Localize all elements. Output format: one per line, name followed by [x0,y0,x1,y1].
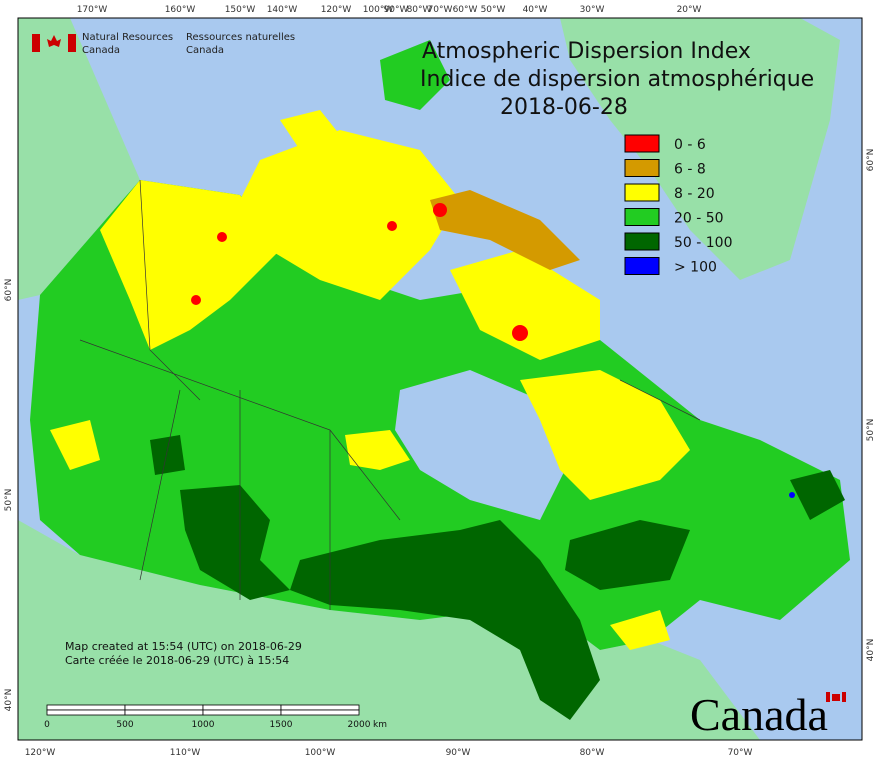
zone-yellow [50,420,100,470]
wordmark: Canada [690,689,828,740]
zone-red [217,232,227,242]
graticule-label: 60°N [866,149,876,172]
org-fr: Ressources naturelles [186,32,295,43]
alaska [18,18,140,300]
title: Atmospheric Dispersion Index [422,39,751,64]
frame [17,17,863,741]
scale-segment [46,704,126,711]
legend-swatch [624,208,660,226]
scale-segment [280,709,360,716]
zone-yellow [610,610,670,650]
legend-label: 6 - 8 [674,162,706,178]
credit: Map created at 15:54 (UTC) on 2018-06-29 [65,640,302,653]
org-fr: Canada [186,45,224,56]
zone-yellow [345,430,410,470]
scale-label: 1500 [270,720,293,730]
org-en: Natural Resources [82,32,173,43]
org-en: Canada [82,45,120,56]
graticule-label: 20°W [677,5,702,15]
credit: Carte créée le 2018-06-29 (UTC) à 15:54 [65,654,289,667]
scale-segment [46,709,126,716]
legend-swatch [624,183,660,202]
legend-label: 8 - 20 [674,186,715,202]
graticule-label: 100°W [305,748,336,758]
legend-label: 50 - 100 [674,235,733,251]
wordmark-flag [826,692,830,702]
graticule-label: 60°W [453,5,478,15]
legend-label: 0 - 6 [674,137,706,153]
scale-label: 500 [116,720,133,730]
scale-unit: km [373,720,387,730]
graticule-label: 110°W [170,748,201,758]
zone-green [380,40,450,110]
zone-red [433,203,447,217]
date: 2018-06-28 [500,95,628,120]
wordmark-flag [832,694,840,701]
scale-label: 2000 [348,720,371,730]
legend-swatch [624,159,660,177]
graticule-label: 140°W [267,5,298,15]
scale-label: 1000 [192,720,215,730]
scale-segment [124,704,204,711]
greenland [560,18,840,280]
wordmark-flag [842,692,846,702]
hudson-bay [395,370,570,520]
zone-yellow [100,180,280,350]
graticule-label: 170°W [77,5,108,15]
graticule-label: 40°N [4,689,14,712]
graticule-label: 90°W [384,5,409,15]
graticule-label: 40°W [523,5,548,15]
zone-darkgreen [290,520,600,720]
legend-label: 20 - 50 [674,211,724,227]
zone-yellow [450,250,600,360]
zone-darkgreen [565,520,690,590]
title: Indice de dispersion atmosphérique [420,67,814,92]
zone-red [512,325,528,341]
graticule-label: 30°W [580,5,605,15]
graticule-label: 70°W [428,5,453,15]
graticule-label: 60°N [4,279,14,302]
scale-segment [124,709,204,716]
graticule-label: 50°W [481,5,506,15]
graticule-label: 40°N [866,639,876,662]
zone-yellow [240,130,460,300]
zone-blue [789,492,795,498]
legend-swatch [624,257,660,275]
legend-swatch [624,232,660,251]
legend-swatch [624,134,660,153]
graticule-label: 100°W [363,5,394,15]
zone-yellow [520,370,690,500]
zone-yellow [280,110,340,150]
scale-segment [280,704,360,711]
graticule-label: 80°W [407,5,432,15]
maple-leaf [47,35,61,47]
legend-label: > 100 [674,260,717,276]
scale-segment [202,704,282,711]
zone-darkgreen [180,485,290,600]
province-border [79,179,701,610]
flag-bar [32,34,40,52]
zone-darkgreen [150,435,185,475]
graticule-label: 80°W [580,748,605,758]
zone-red [387,221,397,231]
flag-bar [68,34,76,52]
graticule-label: 120°W [321,5,352,15]
zone-orange [430,190,580,270]
zone-red [191,295,201,305]
graticule-label: 90°W [446,748,471,758]
graticule-label: 70°W [728,748,753,758]
graticule-label: 160°W [165,5,196,15]
scale-label: 0 [44,720,50,730]
graticule-label: 50°N [4,489,14,512]
graticule-label: 120°W [25,748,56,758]
graticule-label: 50°N [866,419,876,442]
graticule-label: 150°W [225,5,256,15]
scale-segment [202,709,282,716]
zone-darkgreen [790,470,845,520]
